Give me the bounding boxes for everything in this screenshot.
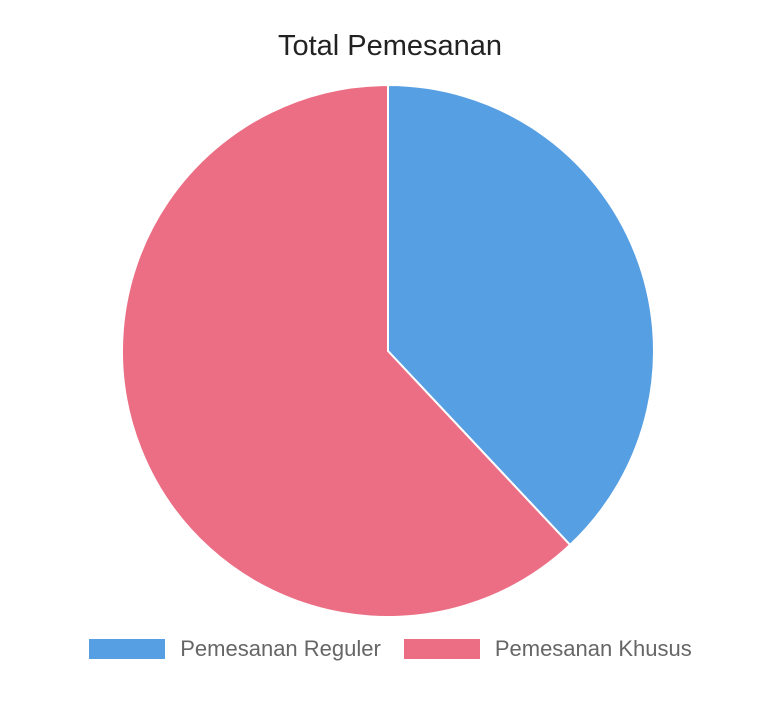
- legend-label: Pemesanan Khusus: [494, 636, 692, 661]
- legend-item-pemesanan-reguler[interactable]: Pemesanan Reguler: [88, 636, 381, 662]
- legend-swatch: [402, 638, 481, 660]
- legend-item-pemesanan-khusus[interactable]: Pemesanan Khusus: [402, 636, 692, 662]
- chart-title: Total Pemesanan: [277, 30, 503, 62]
- chart-legend: Pemesanan Reguler Pemesanan Khusus: [0, 636, 780, 662]
- legend-label: Pemesanan Reguler: [180, 636, 381, 661]
- pie-slice-pemesanan-reguler[interactable]: [387, 83, 655, 547]
- legend-swatch: [88, 638, 167, 660]
- pie-slice-pemesanan-khusus[interactable]: [121, 83, 572, 618]
